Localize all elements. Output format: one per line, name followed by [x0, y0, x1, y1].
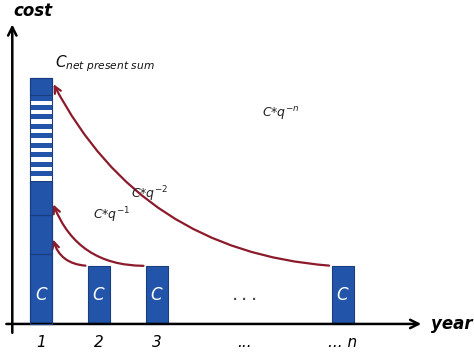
Bar — [30, 148, 52, 152]
Text: $\mathit{C}$: $\mathit{C}$ — [35, 286, 48, 304]
Bar — [88, 266, 110, 324]
Bar — [30, 167, 52, 171]
Text: $\mathit{C}$: $\mathit{C}$ — [150, 286, 164, 304]
Bar — [30, 143, 52, 148]
Bar — [30, 138, 52, 143]
Text: ...: ... — [237, 335, 252, 350]
Text: $C{*}q^{-1}$: $C{*}q^{-1}$ — [93, 206, 131, 225]
Bar — [30, 215, 52, 254]
Bar — [30, 78, 52, 95]
Bar — [146, 266, 168, 324]
Bar — [30, 78, 52, 324]
Bar — [30, 124, 52, 129]
Text: 3: 3 — [152, 335, 162, 350]
Text: 1: 1 — [36, 335, 46, 350]
Bar — [30, 129, 52, 133]
Bar — [30, 162, 52, 167]
Bar — [30, 110, 52, 114]
Text: $C{*}q^{-n}$: $C{*}q^{-n}$ — [262, 105, 300, 122]
Text: $C{*}q^{-2}$: $C{*}q^{-2}$ — [131, 184, 169, 204]
Bar — [30, 176, 52, 181]
Bar — [30, 114, 52, 119]
Bar — [30, 101, 52, 105]
Text: $\mathit{C}$: $\mathit{C}$ — [336, 286, 350, 304]
Bar — [332, 266, 354, 324]
Bar — [30, 157, 52, 162]
Bar — [30, 105, 52, 110]
Text: $\mathit{C}_{\mathit{net\ present\ sum}}$: $\mathit{C}_{\mathit{net\ present\ sum}}… — [55, 54, 155, 74]
Bar — [30, 133, 52, 138]
Text: $\mathit{C}$: $\mathit{C}$ — [92, 286, 106, 304]
Text: year: year — [431, 315, 473, 333]
Bar — [30, 152, 52, 157]
Bar — [30, 171, 52, 176]
Text: cost: cost — [13, 2, 53, 20]
Text: $...$: $...$ — [231, 285, 257, 304]
Bar — [30, 181, 52, 215]
Bar — [30, 254, 52, 324]
Text: ... n: ... n — [328, 335, 357, 350]
Text: 2: 2 — [94, 335, 104, 350]
Bar — [30, 95, 52, 101]
Bar — [30, 119, 52, 124]
